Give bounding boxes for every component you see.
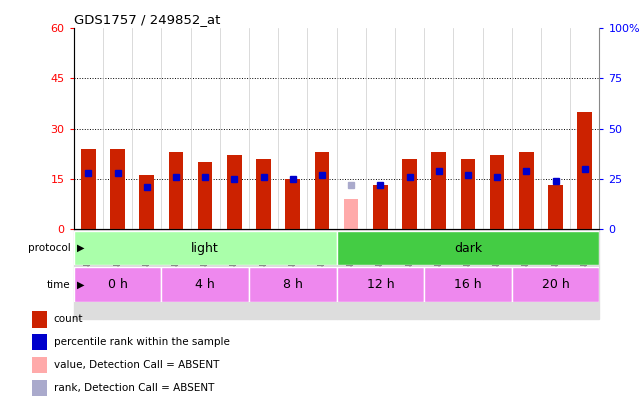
- Text: 8 h: 8 h: [283, 278, 303, 291]
- Bar: [31, 311, 47, 328]
- Bar: [74, 267, 162, 302]
- Bar: [278, 229, 307, 319]
- Bar: [256, 159, 271, 229]
- Bar: [337, 229, 366, 319]
- Bar: [570, 229, 599, 319]
- Bar: [483, 229, 512, 319]
- Bar: [512, 229, 541, 319]
- Bar: [74, 231, 337, 265]
- Bar: [307, 229, 337, 319]
- Bar: [453, 229, 483, 319]
- Bar: [190, 229, 220, 319]
- Bar: [31, 357, 47, 373]
- Bar: [403, 159, 417, 229]
- Bar: [337, 267, 424, 302]
- Bar: [74, 229, 103, 319]
- Bar: [548, 185, 563, 229]
- Bar: [169, 152, 183, 229]
- Bar: [541, 229, 570, 319]
- Bar: [424, 229, 453, 319]
- Text: 12 h: 12 h: [367, 278, 394, 291]
- Bar: [337, 231, 599, 265]
- Bar: [424, 267, 512, 302]
- Bar: [220, 229, 249, 319]
- Bar: [31, 334, 47, 350]
- Text: 4 h: 4 h: [196, 278, 215, 291]
- Bar: [344, 199, 358, 229]
- Bar: [578, 112, 592, 229]
- Bar: [285, 179, 300, 229]
- Bar: [512, 267, 599, 302]
- Text: GDS1757 / 249852_at: GDS1757 / 249852_at: [74, 13, 220, 26]
- Bar: [373, 185, 388, 229]
- Text: protocol: protocol: [28, 243, 71, 253]
- Text: time: time: [47, 279, 71, 290]
- Bar: [227, 155, 242, 229]
- Text: dark: dark: [454, 241, 482, 255]
- Text: light: light: [191, 241, 219, 255]
- Bar: [366, 229, 395, 319]
- Bar: [162, 229, 190, 319]
- Bar: [132, 229, 162, 319]
- Bar: [110, 149, 125, 229]
- Bar: [103, 229, 132, 319]
- Bar: [31, 379, 47, 396]
- Bar: [519, 152, 533, 229]
- Bar: [162, 267, 249, 302]
- Text: 16 h: 16 h: [454, 278, 482, 291]
- Text: 0 h: 0 h: [108, 278, 128, 291]
- Text: rank, Detection Call = ABSENT: rank, Detection Call = ABSENT: [54, 383, 214, 393]
- Text: ▶: ▶: [77, 243, 85, 253]
- Bar: [140, 175, 154, 229]
- Bar: [395, 229, 424, 319]
- Text: percentile rank within the sample: percentile rank within the sample: [54, 337, 229, 347]
- Bar: [81, 149, 96, 229]
- Bar: [461, 159, 475, 229]
- Bar: [198, 162, 212, 229]
- Bar: [249, 267, 337, 302]
- Bar: [249, 229, 278, 319]
- Bar: [431, 152, 446, 229]
- Bar: [315, 152, 329, 229]
- Text: count: count: [54, 314, 83, 324]
- Text: 20 h: 20 h: [542, 278, 569, 291]
- Text: ▶: ▶: [77, 279, 85, 290]
- Text: value, Detection Call = ABSENT: value, Detection Call = ABSENT: [54, 360, 219, 370]
- Bar: [490, 155, 504, 229]
